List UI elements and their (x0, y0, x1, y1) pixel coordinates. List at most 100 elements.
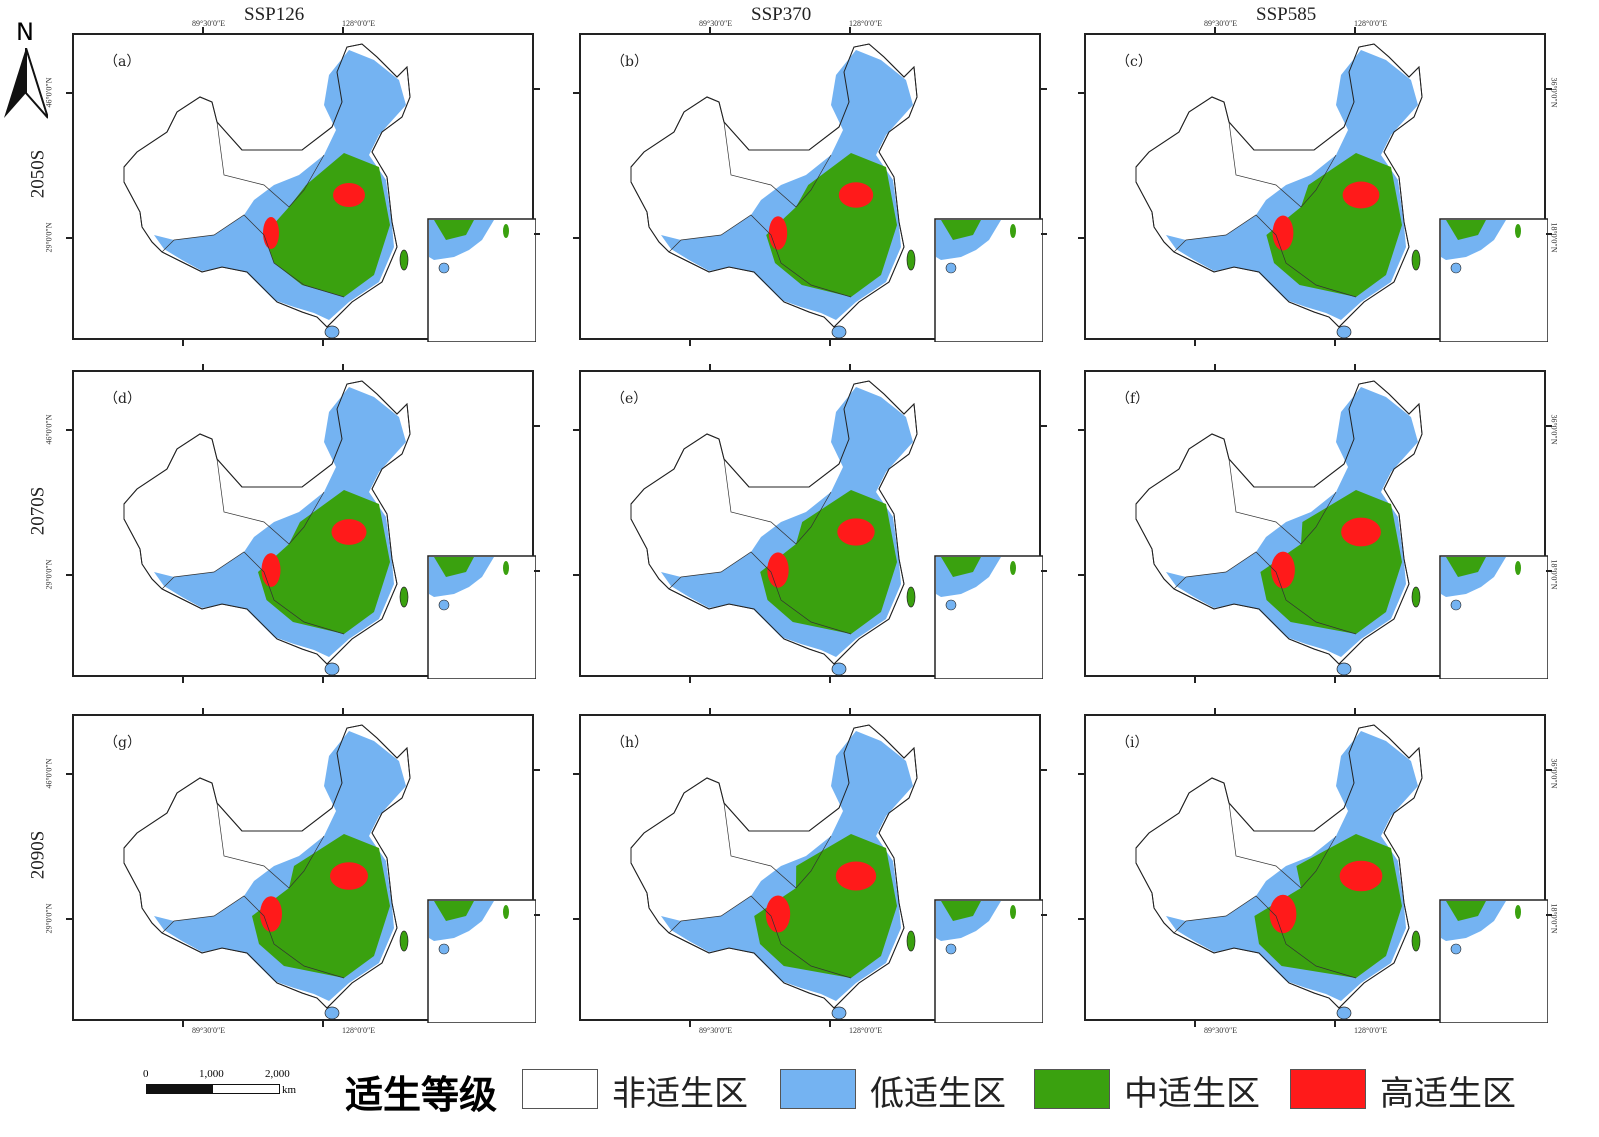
tick-mark (66, 429, 72, 431)
tick-mark (66, 92, 72, 94)
tick-mark (1334, 340, 1336, 346)
map-panel: （g） (72, 714, 536, 1023)
row-label-period: 2070S (27, 486, 49, 536)
tick-mark (182, 677, 184, 683)
north-arrow: N (4, 18, 48, 119)
tick-mark (342, 27, 344, 33)
inset-taiwan-island (503, 561, 509, 575)
tick-mark (709, 364, 711, 370)
latitude-tick-label: 36°0′0″N (1549, 758, 1559, 789)
legend-label: 非适生区 (612, 1074, 748, 1114)
tick-mark (202, 708, 204, 714)
scale-tick-1000: 1,000 (199, 1068, 224, 1080)
tick-mark (849, 27, 851, 33)
province-boundary (668, 551, 852, 635)
tick-mark (182, 340, 184, 346)
high-suitability-area (1339, 860, 1383, 892)
legend-label: 高适生区 (1380, 1074, 1516, 1114)
china-suitability-map (630, 724, 1043, 1023)
legend-swatch (1034, 1069, 1110, 1109)
inset-medium-suitability (941, 901, 981, 921)
longitude-tick-label: 89°30′0″E (1204, 19, 1238, 28)
province-boundary (1173, 895, 1357, 979)
inset-hainan-island (945, 262, 957, 274)
inset-taiwan-island (1515, 905, 1521, 919)
latitude-tick-label: 36°0′0″N (1549, 414, 1559, 445)
inset-hainan-island (1450, 599, 1462, 611)
scale-bar-white (212, 1084, 280, 1094)
tick-mark (1546, 233, 1552, 235)
high-suitability-area (1271, 551, 1295, 589)
tick-mark (573, 237, 579, 239)
tick-mark (573, 429, 579, 431)
hainan-island (324, 325, 340, 339)
high-suitability-area (331, 519, 367, 545)
china-suitability-map (123, 724, 536, 1023)
province-boundary (161, 214, 345, 298)
inset-hainan-island (945, 599, 957, 611)
tick-mark (1546, 570, 1552, 572)
national-boundary (1135, 724, 1423, 1009)
tick-mark (1078, 237, 1084, 239)
hainan-island (831, 1006, 847, 1020)
map-panel: （a） (72, 33, 536, 342)
tick-mark (849, 708, 851, 714)
panel-label: （e） (611, 391, 648, 407)
hainan-island (1336, 325, 1352, 339)
province-boundary (1173, 551, 1357, 635)
tick-mark (534, 769, 540, 771)
high-suitability-area (1342, 181, 1380, 209)
column-title-scenario: SSP126 (244, 4, 305, 25)
map-panel: （d） (72, 370, 536, 679)
panel-label: （c） (1116, 54, 1152, 70)
province-boundary (723, 802, 832, 889)
high-suitability-area (835, 861, 877, 891)
tick-mark (573, 574, 579, 576)
high-suitability-area (1269, 894, 1297, 934)
province-boundary (723, 458, 832, 545)
inset-taiwan-island (503, 224, 509, 238)
inset-taiwan-island (1010, 905, 1016, 919)
tick-mark (66, 918, 72, 920)
north-arrow-icon (4, 48, 48, 119)
inset-medium-suitability (434, 901, 474, 921)
longitude-tick-label: 89°30′0″E (699, 1026, 733, 1035)
high-suitability-area (330, 862, 368, 890)
national-boundary (123, 724, 411, 1009)
national-boundary (1135, 43, 1423, 328)
hainan-island (831, 662, 847, 676)
latitude-tick-label: 46°0′0″N (44, 77, 54, 108)
inset-medium-suitability (1446, 901, 1486, 921)
tick-mark (1194, 677, 1196, 683)
inset-hainan-island (1450, 943, 1462, 955)
national-boundary (630, 43, 918, 328)
latitude-tick-label: 46°0′0″N (44, 414, 54, 445)
longitude-tick-label: 128°0′0″E (849, 1026, 883, 1035)
tick-mark (534, 88, 540, 90)
tick-mark (1354, 708, 1356, 714)
panel-label: （d） (104, 391, 141, 407)
inset-medium-suitability (434, 557, 474, 577)
china-suitability-map (123, 380, 536, 679)
tick-mark (849, 364, 851, 370)
longitude-tick-label: 128°0′0″E (342, 19, 376, 28)
tick-mark (66, 773, 72, 775)
china-suitability-map (630, 380, 1043, 679)
tick-mark (534, 914, 540, 916)
tick-mark (829, 340, 831, 346)
panel-label: （h） (611, 735, 649, 751)
tick-mark (342, 708, 344, 714)
scale-tick-2000: 2,000 (265, 1068, 290, 1080)
tick-mark (829, 677, 831, 683)
province-boundary (668, 895, 852, 979)
tick-mark (1194, 1021, 1196, 1027)
tick-mark (1354, 364, 1356, 370)
taiwan-island (1411, 930, 1421, 952)
inset-hainan-island (1450, 262, 1462, 274)
taiwan-island (399, 249, 409, 271)
tick-mark (1078, 429, 1084, 431)
inset-taiwan-island (503, 905, 509, 919)
high-suitability-area (1272, 215, 1294, 251)
province-boundary (161, 895, 345, 979)
map-panel: （h） (579, 714, 1043, 1023)
